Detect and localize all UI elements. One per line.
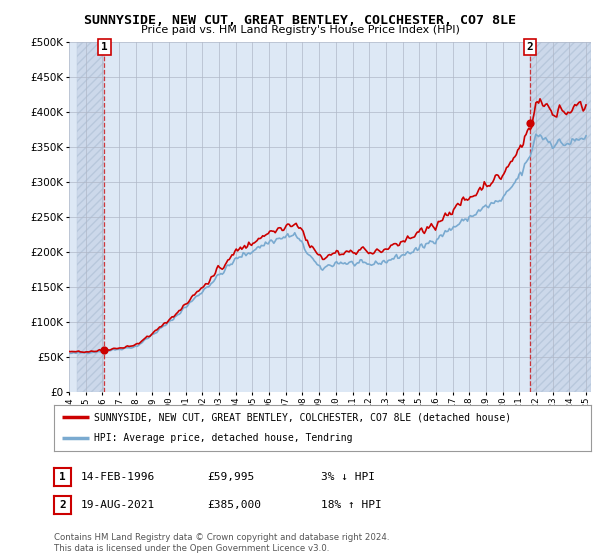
Text: HPI: Average price, detached house, Tendring: HPI: Average price, detached house, Tend… xyxy=(94,433,353,444)
Text: £59,995: £59,995 xyxy=(207,472,254,482)
Text: SUNNYSIDE, NEW CUT, GREAT BENTLEY, COLCHESTER, CO7 8LE: SUNNYSIDE, NEW CUT, GREAT BENTLEY, COLCH… xyxy=(84,14,516,27)
Bar xyxy=(530,42,591,392)
Text: Contains HM Land Registry data © Crown copyright and database right 2024.
This d: Contains HM Land Registry data © Crown c… xyxy=(54,533,389,553)
Text: SUNNYSIDE, NEW CUT, GREAT BENTLEY, COLCHESTER, CO7 8LE (detached house): SUNNYSIDE, NEW CUT, GREAT BENTLEY, COLCH… xyxy=(94,412,511,422)
Text: Price paid vs. HM Land Registry's House Price Index (HPI): Price paid vs. HM Land Registry's House … xyxy=(140,25,460,35)
Point xyxy=(525,118,535,127)
Text: 1: 1 xyxy=(59,472,66,482)
Text: 3% ↓ HPI: 3% ↓ HPI xyxy=(321,472,375,482)
Bar xyxy=(77,42,104,392)
Bar xyxy=(77,42,104,392)
Bar xyxy=(530,42,591,392)
Text: £385,000: £385,000 xyxy=(207,500,261,510)
Text: 19-AUG-2021: 19-AUG-2021 xyxy=(81,500,155,510)
Text: 2: 2 xyxy=(59,500,66,510)
Point xyxy=(100,346,109,354)
Text: 14-FEB-1996: 14-FEB-1996 xyxy=(81,472,155,482)
Text: 18% ↑ HPI: 18% ↑ HPI xyxy=(321,500,382,510)
Text: 1: 1 xyxy=(101,42,108,52)
Text: 2: 2 xyxy=(526,42,533,52)
